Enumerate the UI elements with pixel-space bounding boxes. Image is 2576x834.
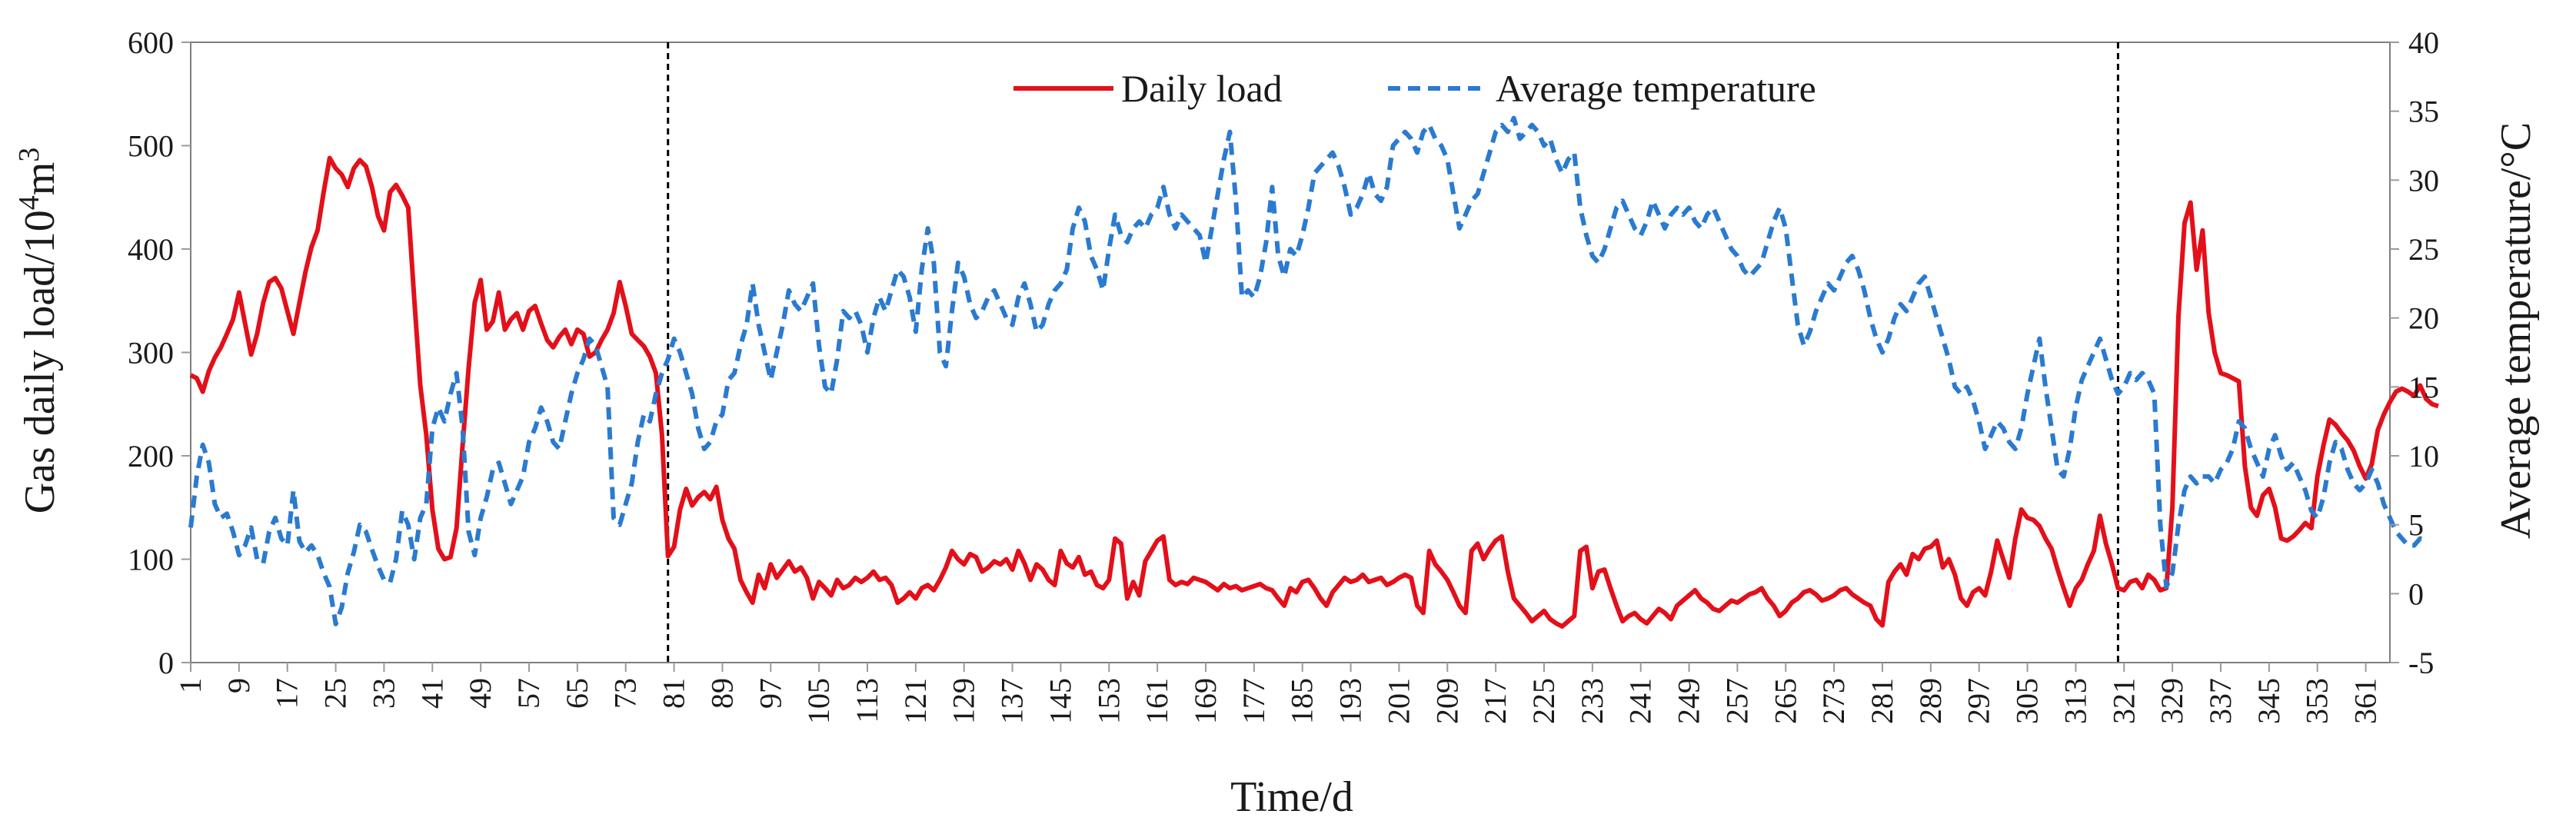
x-tick-label: 73 [608,678,643,709]
x-tick-label: 193 [1333,678,1368,724]
series-layer [188,115,2439,629]
legend-label-daily-load: Daily load [1121,67,1283,110]
x-tick-label: 57 [511,678,546,709]
x-tick-label: 233 [1575,678,1609,724]
x-tick-label: 145 [1043,678,1077,724]
y-right-tick-label: 35 [2408,95,2439,129]
x-tick-label: 209 [1429,678,1464,724]
y-right-tick-label: 40 [2408,25,2439,60]
x-tick-label: 97 [753,678,787,709]
x-tick-label: 225 [1526,678,1561,724]
x-tick-label: 337 [2203,678,2238,724]
y-right-tick-label: 5 [2408,508,2424,543]
x-tick-label: 297 [1962,678,1996,724]
legend: Daily load Average temperature [1013,67,1816,110]
y-right-tick-label: 0 [2408,576,2424,611]
x-tick-label: 273 [1816,678,1851,724]
y-left-tick-label: 300 [128,336,174,370]
series-line-daily-load [189,155,2439,629]
y-left-tick-label: 500 [128,129,174,164]
x-tick-label: 121 [898,678,933,724]
x-tick-label: 241 [1623,678,1658,724]
y-left-tick-label: 100 [128,543,174,577]
y-right-tick-label: -5 [2408,646,2434,680]
legend-label-average-temperature: Average temperature [1496,67,1816,110]
x-tick-label: 25 [318,678,353,709]
x-tick-label: 305 [2010,678,2045,724]
x-tick-label: 161 [1140,678,1174,724]
x-tick-label: 17 [270,678,305,709]
x-tick-label: 177 [1236,678,1271,724]
x-tick-label: 41 [414,678,449,709]
x-tick-label: 89 [704,678,739,709]
series-line-average-temperature [188,115,2428,626]
x-tick-label: 113 [850,678,884,723]
x-tick-label: 217 [1478,678,1513,724]
x-tick-label: 65 [560,678,594,709]
x-tick-label: 321 [2106,678,2141,724]
x-tick-label: 81 [657,678,691,709]
y-right-tick-label: 10 [2408,439,2439,473]
y-left-tick-label: 600 [128,25,174,60]
y-right-tick-label: 20 [2408,301,2439,336]
x-tick-label: 129 [947,678,981,724]
x-tick-label: 361 [2348,678,2383,724]
x-tick-label: 313 [2058,678,2092,724]
x-axis-title: Time/d [1230,773,1353,821]
x-tick-label: 329 [2155,678,2189,724]
x-tick-label: 169 [1188,678,1223,724]
x-tick-label: 9 [221,678,256,693]
y-right-tick-label: 30 [2408,163,2439,198]
x-tick-label: 1 [173,678,208,693]
x-tick-label: 345 [2252,678,2286,724]
x-tick-label: 353 [2300,678,2335,724]
y-left-tick-label: 0 [158,646,174,680]
x-tick-label: 153 [1091,678,1126,724]
x-tick-label: 33 [366,678,401,709]
y-axis-left-title: Gas daily load/104m3 [13,148,64,514]
x-tick-label: 289 [1913,678,1948,724]
y-right-tick-label: 25 [2408,232,2439,267]
vertical-divider-lines [667,42,2119,663]
x-tick-label: 249 [1672,678,1706,724]
y-left-tick-label: 400 [128,232,174,267]
x-tick-label: 137 [995,678,1030,724]
y-left-tick-label: 200 [128,439,174,473]
y-right-tick-label: 15 [2408,370,2439,404]
x-tick-label: 265 [1768,678,1802,724]
x-tick-label: 257 [1719,678,1754,724]
x-tick-label: 281 [1865,678,1899,724]
x-tick-label: 49 [463,678,498,709]
x-tick-label: 185 [1285,678,1320,724]
x-tick-label: 201 [1381,678,1416,724]
x-tick-label: 105 [801,678,836,724]
y-axis-right-title: Average temperature/°C [2492,122,2540,539]
